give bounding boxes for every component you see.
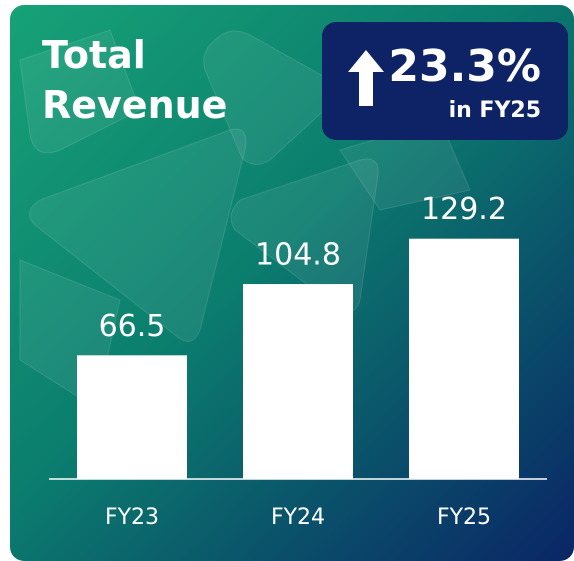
value-label: 104.8 [255,238,341,273]
chart-title: Total Revenue [42,33,228,127]
bar [77,355,187,479]
value-label: 129.2 [421,192,507,227]
x-tick-label: FY25 [437,505,491,530]
up-arrow [348,50,384,106]
badge [322,22,568,140]
badge-value: 23.3% [388,41,541,92]
x-tick-label: FY24 [271,505,325,530]
value-label: 66.5 [99,309,166,344]
bar [409,238,519,479]
bar [243,284,353,479]
badge-label: in FY25 [449,98,541,123]
x-tick-label: FY23 [105,505,159,530]
